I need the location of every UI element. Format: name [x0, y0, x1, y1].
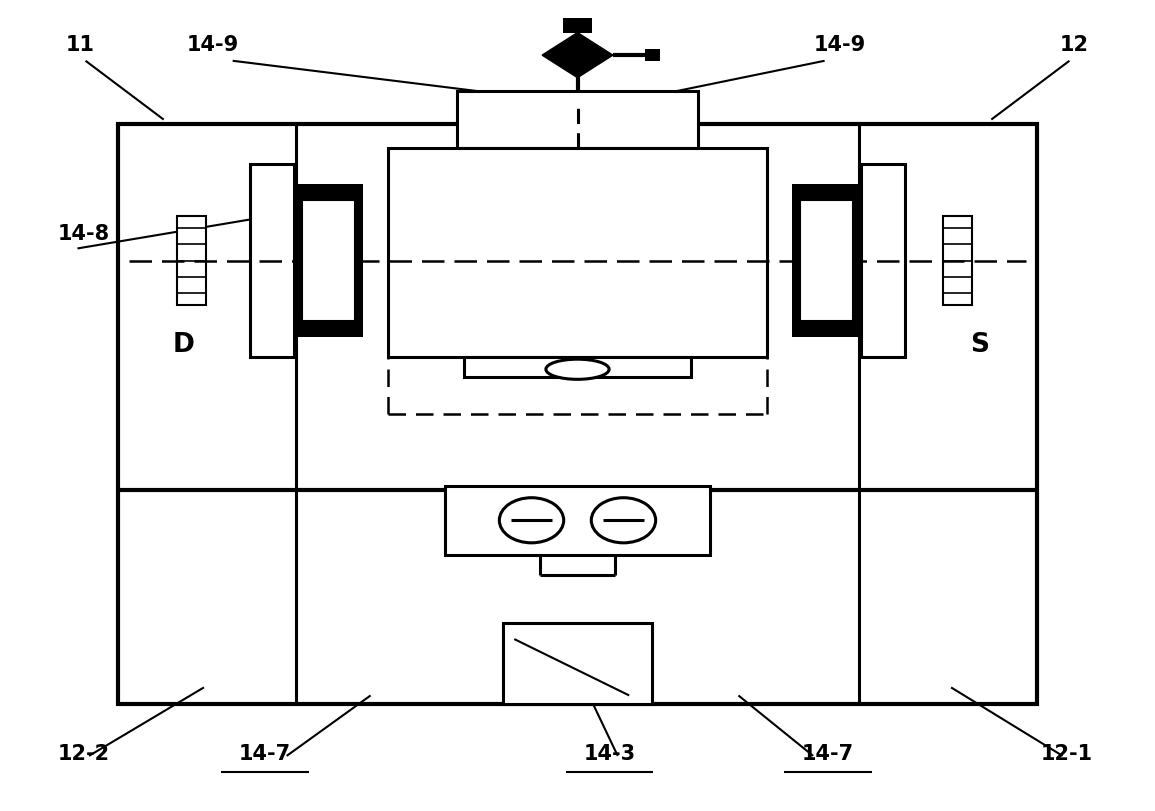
Bar	[463, 357, 692, 377]
Bar	[862, 164, 906, 357]
Bar	[178, 217, 207, 305]
Circle shape	[591, 498, 656, 543]
Bar	[562, 18, 593, 32]
Text: 14-9: 14-9	[813, 35, 866, 55]
Text: 14-7: 14-7	[802, 744, 855, 764]
Polygon shape	[542, 55, 613, 78]
Text: 12-2: 12-2	[58, 744, 110, 764]
Bar	[301, 200, 355, 321]
Text: 14-9: 14-9	[187, 35, 239, 55]
Bar	[388, 148, 767, 357]
Circle shape	[499, 498, 564, 543]
Text: 14-7: 14-7	[239, 744, 291, 764]
Bar	[446, 486, 709, 555]
Bar	[502, 623, 653, 703]
Bar	[249, 164, 293, 357]
Bar	[942, 217, 971, 305]
Bar	[293, 184, 363, 337]
Bar	[792, 184, 862, 337]
Bar	[118, 123, 1037, 703]
Bar	[646, 49, 660, 61]
Text: D: D	[173, 332, 195, 358]
Text: S: S	[970, 332, 990, 358]
Bar	[800, 200, 854, 321]
Polygon shape	[542, 32, 613, 55]
Text: 14-3: 14-3	[583, 744, 635, 764]
Ellipse shape	[546, 359, 609, 380]
Text: 12: 12	[1060, 35, 1089, 55]
Bar	[457, 92, 698, 148]
Text: 14-8: 14-8	[58, 225, 110, 244]
Text: 11: 11	[66, 35, 95, 55]
Text: 12-1: 12-1	[1041, 744, 1093, 764]
